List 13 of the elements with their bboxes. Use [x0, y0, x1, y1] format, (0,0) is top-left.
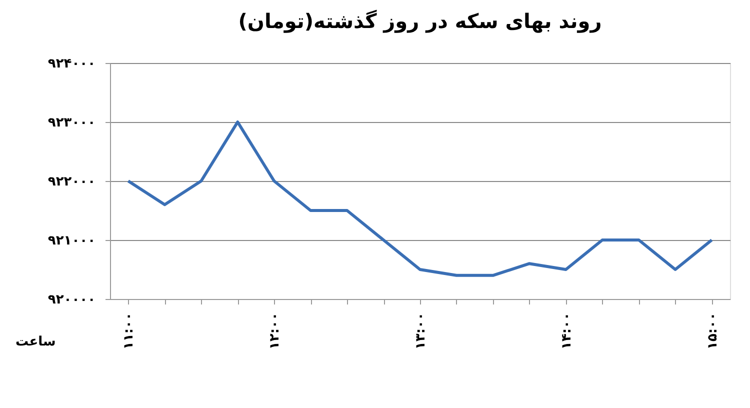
chart-title: روند بهای سکه در روز گذشته(تومان) [238, 9, 602, 33]
line-series [126, 120, 714, 277]
x-axis-title: ساعت [16, 334, 56, 350]
x-tick-label: ۱۴:۰۰ [559, 312, 574, 350]
x-tick-label: ۱۳:۰۰ [414, 312, 428, 350]
x-tick-label: ۱۲:۰۰ [268, 312, 283, 350]
y-tick-label: ۹۲۰۰۰۰ [48, 292, 96, 308]
x-tick-label: ۱۱:۰۰ [122, 312, 137, 350]
y-tick-label: ۹۲۱۰۰۰ [48, 234, 96, 248]
y-tick-label: ۹۲۳۰۰۰ [48, 116, 96, 130]
y-tick-label: ۹۲۴۰۰۰ [48, 56, 96, 72]
x-tick-label: ۱۵:۰۰ [705, 312, 720, 350]
y-tick-label: ۹۲۲۰۰۰ [48, 174, 96, 190]
